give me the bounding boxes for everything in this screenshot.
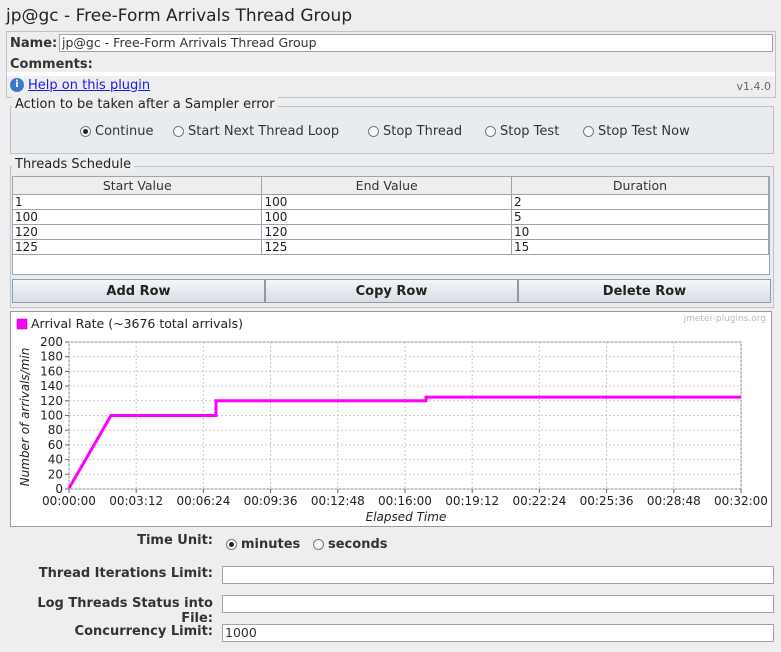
radio-stop-test[interactable]: Stop Test bbox=[485, 124, 559, 139]
table-cell[interactable]: 100 bbox=[11, 209, 263, 225]
radio-minutes-label: minutes bbox=[241, 537, 301, 552]
x-tick-label: 00:12:48 bbox=[311, 494, 365, 508]
column-header-end-value[interactable]: End Value bbox=[261, 176, 512, 195]
x-tick-label: 00:09:36 bbox=[244, 494, 298, 508]
table-cell[interactable]: 100 bbox=[261, 209, 512, 225]
table-row[interactable]: 120 120 10 bbox=[11, 224, 770, 240]
radio-unselected-icon bbox=[173, 126, 184, 137]
version-label: v1.4.0 bbox=[736, 80, 772, 93]
table-cell[interactable]: 100 bbox=[261, 194, 512, 210]
x-axis-label: Elapsed Time bbox=[366, 510, 447, 524]
radio-continue-label: Continue bbox=[95, 124, 154, 139]
iterations-limit-field[interactable] bbox=[222, 566, 774, 584]
radio-selected-icon bbox=[80, 126, 91, 137]
x-tick-label: 00:19:12 bbox=[445, 494, 499, 508]
copy-row-button[interactable]: Copy Row bbox=[265, 279, 518, 303]
table-cell[interactable]: 10 bbox=[510, 224, 770, 240]
radio-start-next-label: Start Next Thread Loop bbox=[188, 124, 340, 139]
table-cell[interactable]: 2 bbox=[510, 194, 770, 210]
comments-label: Comments: bbox=[10, 57, 93, 72]
radio-stop-thread[interactable]: Stop Thread bbox=[368, 124, 462, 139]
schedule-table: Start Value End Value Duration 1 100 2 1… bbox=[11, 176, 770, 255]
radio-stop-test-now[interactable]: Stop Test Now bbox=[583, 124, 690, 139]
x-tick-label: 00:32:00 bbox=[714, 494, 768, 508]
y-tick-label: 100 bbox=[40, 409, 63, 423]
table-cell[interactable]: 120 bbox=[261, 224, 512, 240]
table-row[interactable]: 100 100 5 bbox=[11, 209, 770, 225]
radio-stop-thread-label: Stop Thread bbox=[383, 124, 463, 139]
radio-unselected-icon bbox=[368, 126, 379, 137]
watermark: jmeter-plugins.org bbox=[683, 314, 766, 324]
y-tick-label: 140 bbox=[40, 379, 63, 393]
iterations-limit-label: Thread Iterations Limit: bbox=[38, 566, 213, 581]
y-tick-label: 180 bbox=[40, 350, 63, 364]
table-cell[interactable]: 125 bbox=[11, 239, 263, 255]
y-tick-label: 60 bbox=[48, 438, 63, 452]
table-cell[interactable]: 120 bbox=[11, 224, 263, 240]
name-field[interactable]: jp@gc - Free-Form Arrivals Thread Group bbox=[59, 34, 773, 52]
radio-continue[interactable]: Continue bbox=[80, 124, 153, 139]
radio-start-next-thread-loop[interactable]: Start Next Thread Loop bbox=[173, 124, 339, 139]
column-header-duration[interactable]: Duration bbox=[510, 176, 770, 195]
delete-row-button[interactable]: Delete Row bbox=[518, 279, 771, 303]
log-status-label: Log Threads Status into File: bbox=[37, 596, 213, 626]
name-label: Name: bbox=[10, 36, 58, 51]
table-cell[interactable]: 125 bbox=[261, 239, 512, 255]
x-tick-label: 00:28:48 bbox=[647, 494, 701, 508]
y-tick-label: 160 bbox=[40, 364, 63, 378]
table-row[interactable]: 125 125 15 bbox=[11, 239, 770, 255]
table-cell[interactable]: 5 bbox=[510, 209, 770, 225]
radio-stop-test-label: Stop Test bbox=[500, 124, 560, 139]
radio-unselected-icon bbox=[485, 126, 496, 137]
sampler-error-group bbox=[10, 106, 774, 154]
add-row-button[interactable]: Add Row bbox=[12, 279, 265, 303]
y-tick-label: 120 bbox=[40, 394, 63, 408]
radio-stop-test-now-label: Stop Test Now bbox=[598, 124, 690, 139]
comments-field[interactable] bbox=[7, 72, 775, 76]
concurrency-limit-label: Concurrency Limit: bbox=[74, 624, 213, 639]
log-status-field[interactable] bbox=[222, 595, 774, 613]
y-tick-label: 200 bbox=[40, 335, 63, 349]
radio-seconds[interactable]: seconds bbox=[313, 537, 388, 552]
name-comments-panel: Name: jp@gc - Free-Form Arrivals Thread … bbox=[6, 31, 776, 98]
schedule-table-area: Start Value End Value Duration 1 100 2 1… bbox=[11, 176, 770, 275]
radio-unselected-icon bbox=[313, 539, 324, 550]
y-tick-label: 20 bbox=[48, 467, 63, 481]
radio-unselected-icon bbox=[583, 126, 594, 137]
table-cell[interactable]: 15 bbox=[510, 239, 770, 255]
series-line-arrival-rate bbox=[67, 395, 741, 490]
radio-selected-icon bbox=[226, 539, 237, 550]
y-tick-label: 40 bbox=[48, 453, 63, 467]
help-link[interactable]: Help on this plugin bbox=[28, 78, 151, 93]
x-tick-label: 00:03:12 bbox=[109, 494, 163, 508]
y-tick-label: 80 bbox=[48, 423, 63, 437]
radio-seconds-label: seconds bbox=[328, 537, 388, 552]
x-tick-label: 00:16:00 bbox=[378, 494, 432, 508]
sampler-error-title: Action to be taken after a Sampler error bbox=[12, 97, 278, 112]
x-tick-label: 00:25:36 bbox=[580, 494, 634, 508]
x-tick-label: 00:06:24 bbox=[176, 494, 230, 508]
concurrency-limit-field[interactable]: 1000 bbox=[222, 624, 774, 642]
x-tick-label: 00:22:24 bbox=[512, 494, 566, 508]
x-tick-label: 00:00:00 bbox=[42, 494, 96, 508]
radio-minutes[interactable]: minutes bbox=[226, 537, 300, 552]
legend-label: Arrival Rate (~3676 total arrivals) bbox=[31, 316, 243, 331]
table-cell[interactable]: 1 bbox=[11, 194, 263, 210]
y-axis-label: Number of arrivals/min bbox=[18, 348, 32, 487]
column-header-start-value[interactable]: Start Value bbox=[11, 176, 263, 195]
y-tick-label: 0 bbox=[55, 482, 63, 496]
info-icon: i bbox=[10, 78, 24, 92]
page-title: jp@gc - Free-Form Arrivals Thread Group bbox=[6, 6, 353, 26]
legend-swatch bbox=[16, 318, 28, 330]
table-row[interactable]: 1 100 2 bbox=[11, 194, 770, 210]
time-unit-label: Time Unit: bbox=[137, 533, 213, 548]
arrival-rate-chart: 0 20 40 60 80 100 120 140 160 180 200 00:00:00 00:03… bbox=[10, 311, 772, 527]
threads-schedule-title: Threads Schedule bbox=[12, 157, 135, 172]
